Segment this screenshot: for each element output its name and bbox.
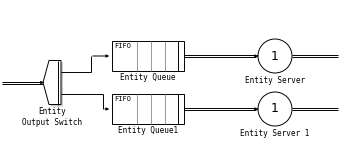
Circle shape — [258, 92, 292, 126]
Text: Entity Queue: Entity Queue — [120, 73, 176, 82]
Text: Entity Queue1: Entity Queue1 — [118, 126, 178, 135]
Text: 1: 1 — [271, 50, 279, 62]
Polygon shape — [45, 62, 63, 106]
Text: Entity Server 1: Entity Server 1 — [240, 129, 310, 138]
Polygon shape — [43, 61, 61, 104]
Text: Entity
Output Switch: Entity Output Switch — [22, 107, 82, 127]
Text: FIFO: FIFO — [114, 96, 131, 102]
Text: 1: 1 — [271, 102, 279, 115]
Text: FIFO: FIFO — [114, 43, 131, 49]
Bar — [112, 41, 184, 71]
Text: Entity Server: Entity Server — [245, 76, 305, 85]
Bar — [112, 94, 184, 124]
Circle shape — [258, 39, 292, 73]
